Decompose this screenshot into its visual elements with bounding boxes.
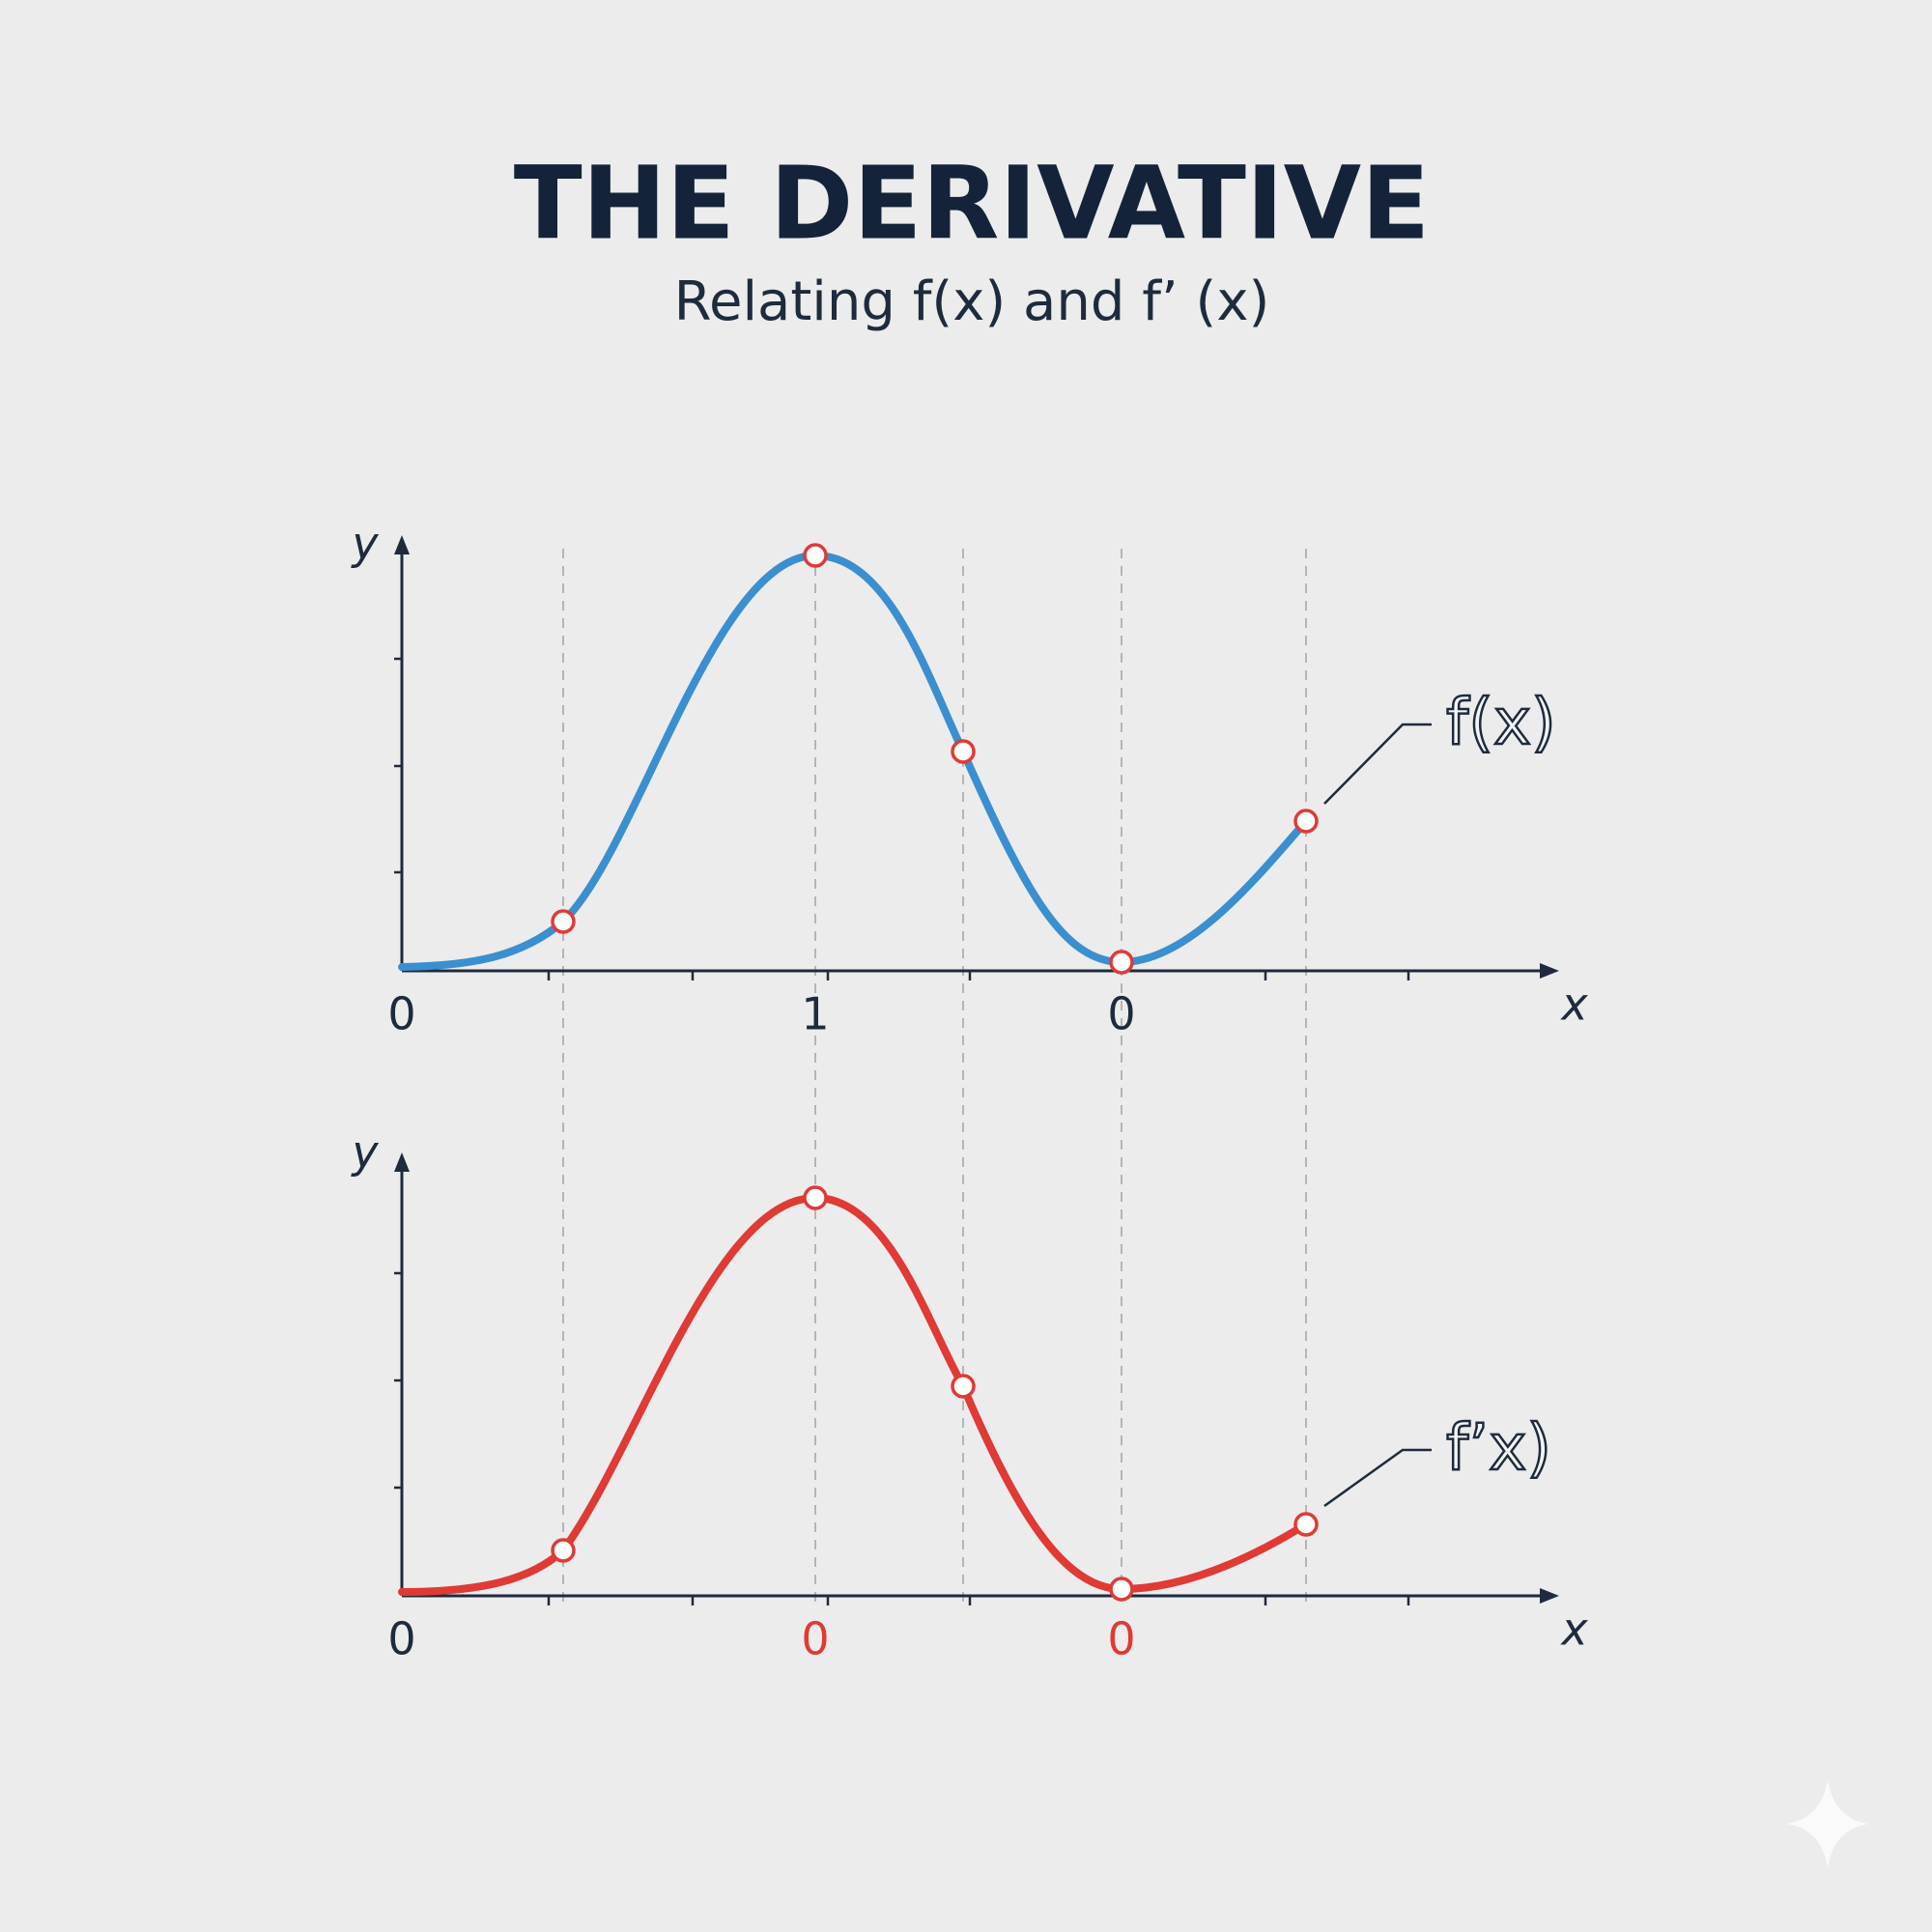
- arrow: [1540, 963, 1559, 979]
- point: [551, 909, 576, 934]
- tick-label: 0: [1107, 988, 1135, 1040]
- point: [1109, 1577, 1134, 1602]
- curve-label: f’x): [1446, 1410, 1551, 1485]
- x-label: x: [1559, 979, 1588, 1031]
- tick-label: 0: [801, 1613, 829, 1665]
- tick-label: 1: [801, 988, 829, 1040]
- point: [951, 1374, 976, 1399]
- title: THE DERIVATIVE: [514, 144, 1430, 262]
- panel-f: y x 0 1 0 f(x): [350, 518, 1588, 1040]
- point: [1109, 950, 1134, 975]
- arrow: [394, 1152, 410, 1172]
- point: [1293, 1512, 1319, 1537]
- tick-label: 0: [387, 1613, 415, 1665]
- point: [951, 739, 976, 764]
- y-label: y: [350, 1126, 379, 1179]
- x-label: x: [1559, 1604, 1588, 1656]
- sparkle-icon: [1787, 1779, 1868, 1868]
- point: [803, 543, 828, 568]
- leader-line: [1323, 723, 1432, 805]
- y-label: y: [350, 518, 379, 570]
- point: [1293, 809, 1319, 834]
- tick-label: 0: [387, 988, 415, 1040]
- ticks: [394, 1271, 1410, 1605]
- guide-lines: [562, 549, 1307, 1605]
- subtitle: Relating f(x) and f’ (x): [674, 270, 1270, 333]
- arrow: [394, 535, 410, 554]
- panel-fprime: y x 0 0 0 f’x): [350, 1126, 1588, 1665]
- arrow: [1540, 1588, 1559, 1604]
- tick-label: 0: [1107, 1613, 1135, 1665]
- curve-label: f(x): [1446, 685, 1556, 759]
- point: [551, 1538, 576, 1563]
- ticks: [394, 657, 1410, 980]
- point: [803, 1185, 828, 1210]
- leader-line: [1323, 1448, 1432, 1508]
